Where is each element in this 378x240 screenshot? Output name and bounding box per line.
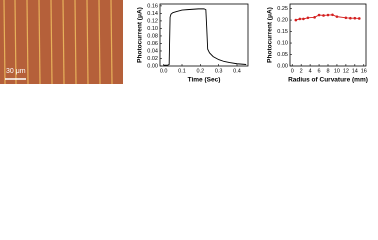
data-point	[317, 13, 321, 17]
y-tick-label: 0.04	[147, 48, 158, 54]
x-tick-label: 2	[300, 68, 303, 74]
data-point	[322, 14, 325, 17]
plot-frame	[289, 3, 367, 67]
figure: 30 μm 0.000.020.040.060.080.100.120.140.…	[0, 0, 368, 85]
y-tick-label: 0.05	[277, 52, 288, 58]
data-point	[344, 16, 348, 20]
data-point	[357, 17, 361, 20]
x-tick-label: 0.1	[178, 68, 186, 74]
y-tick-label: 0.15	[277, 29, 288, 35]
data-line	[163, 8, 247, 66]
y-tick-label: 0.00	[277, 63, 288, 69]
y-tick-label: 0.16	[147, 3, 158, 9]
x-tick-label: 10	[334, 68, 340, 74]
plot-frame	[159, 3, 249, 67]
y-tick-label: 0.14	[147, 11, 158, 17]
y-tick-label: 0.12	[147, 18, 158, 24]
y-tick-label: 0.02	[147, 56, 158, 62]
data-point	[353, 16, 357, 20]
x-tick-label: 8	[326, 68, 329, 74]
micrograph: 30 μm	[0, 0, 123, 85]
x-axis-label: Radius of Curvature (mm)	[288, 77, 368, 84]
data-point	[302, 17, 305, 21]
data-point	[294, 18, 298, 22]
x-tick-label: 6	[318, 68, 321, 74]
y-tick-label: 0.20	[277, 18, 288, 24]
data-point	[326, 13, 330, 17]
x-tick-label: 0.3	[215, 68, 223, 74]
y-tick-label: 0.10	[277, 40, 288, 46]
y-axis-label: Photocurrent (μA)	[267, 7, 274, 63]
y-tick-label: 0.25	[277, 6, 288, 12]
x-tick-label: 12	[343, 68, 349, 74]
x-tick-label: 16	[361, 68, 367, 74]
data-point	[335, 15, 339, 18]
x-tick-label: 0.0	[160, 68, 168, 74]
data-point	[349, 16, 352, 20]
x-axis-label: Time (Sec)	[188, 77, 221, 84]
scale-bar-label: 30 μm	[6, 68, 26, 75]
data-point	[306, 16, 310, 20]
data-point	[298, 17, 302, 21]
y-axis-label: Photocurrent (μA)	[137, 7, 144, 63]
x-tick-label: 0.4	[233, 68, 241, 74]
x-tick-label: 0	[291, 68, 294, 74]
x-tick-label: 4	[309, 68, 312, 74]
x-tick-label: 0.2	[197, 68, 205, 74]
y-tick-label: 0.06	[147, 41, 158, 47]
y-tick-label: 0.10	[147, 26, 158, 32]
y-tick-label: 0.00	[147, 63, 158, 69]
data-point	[313, 16, 316, 19]
y-tick-label: 0.08	[147, 33, 158, 39]
data-point	[331, 13, 334, 17]
x-tick-label: 14	[352, 68, 358, 74]
